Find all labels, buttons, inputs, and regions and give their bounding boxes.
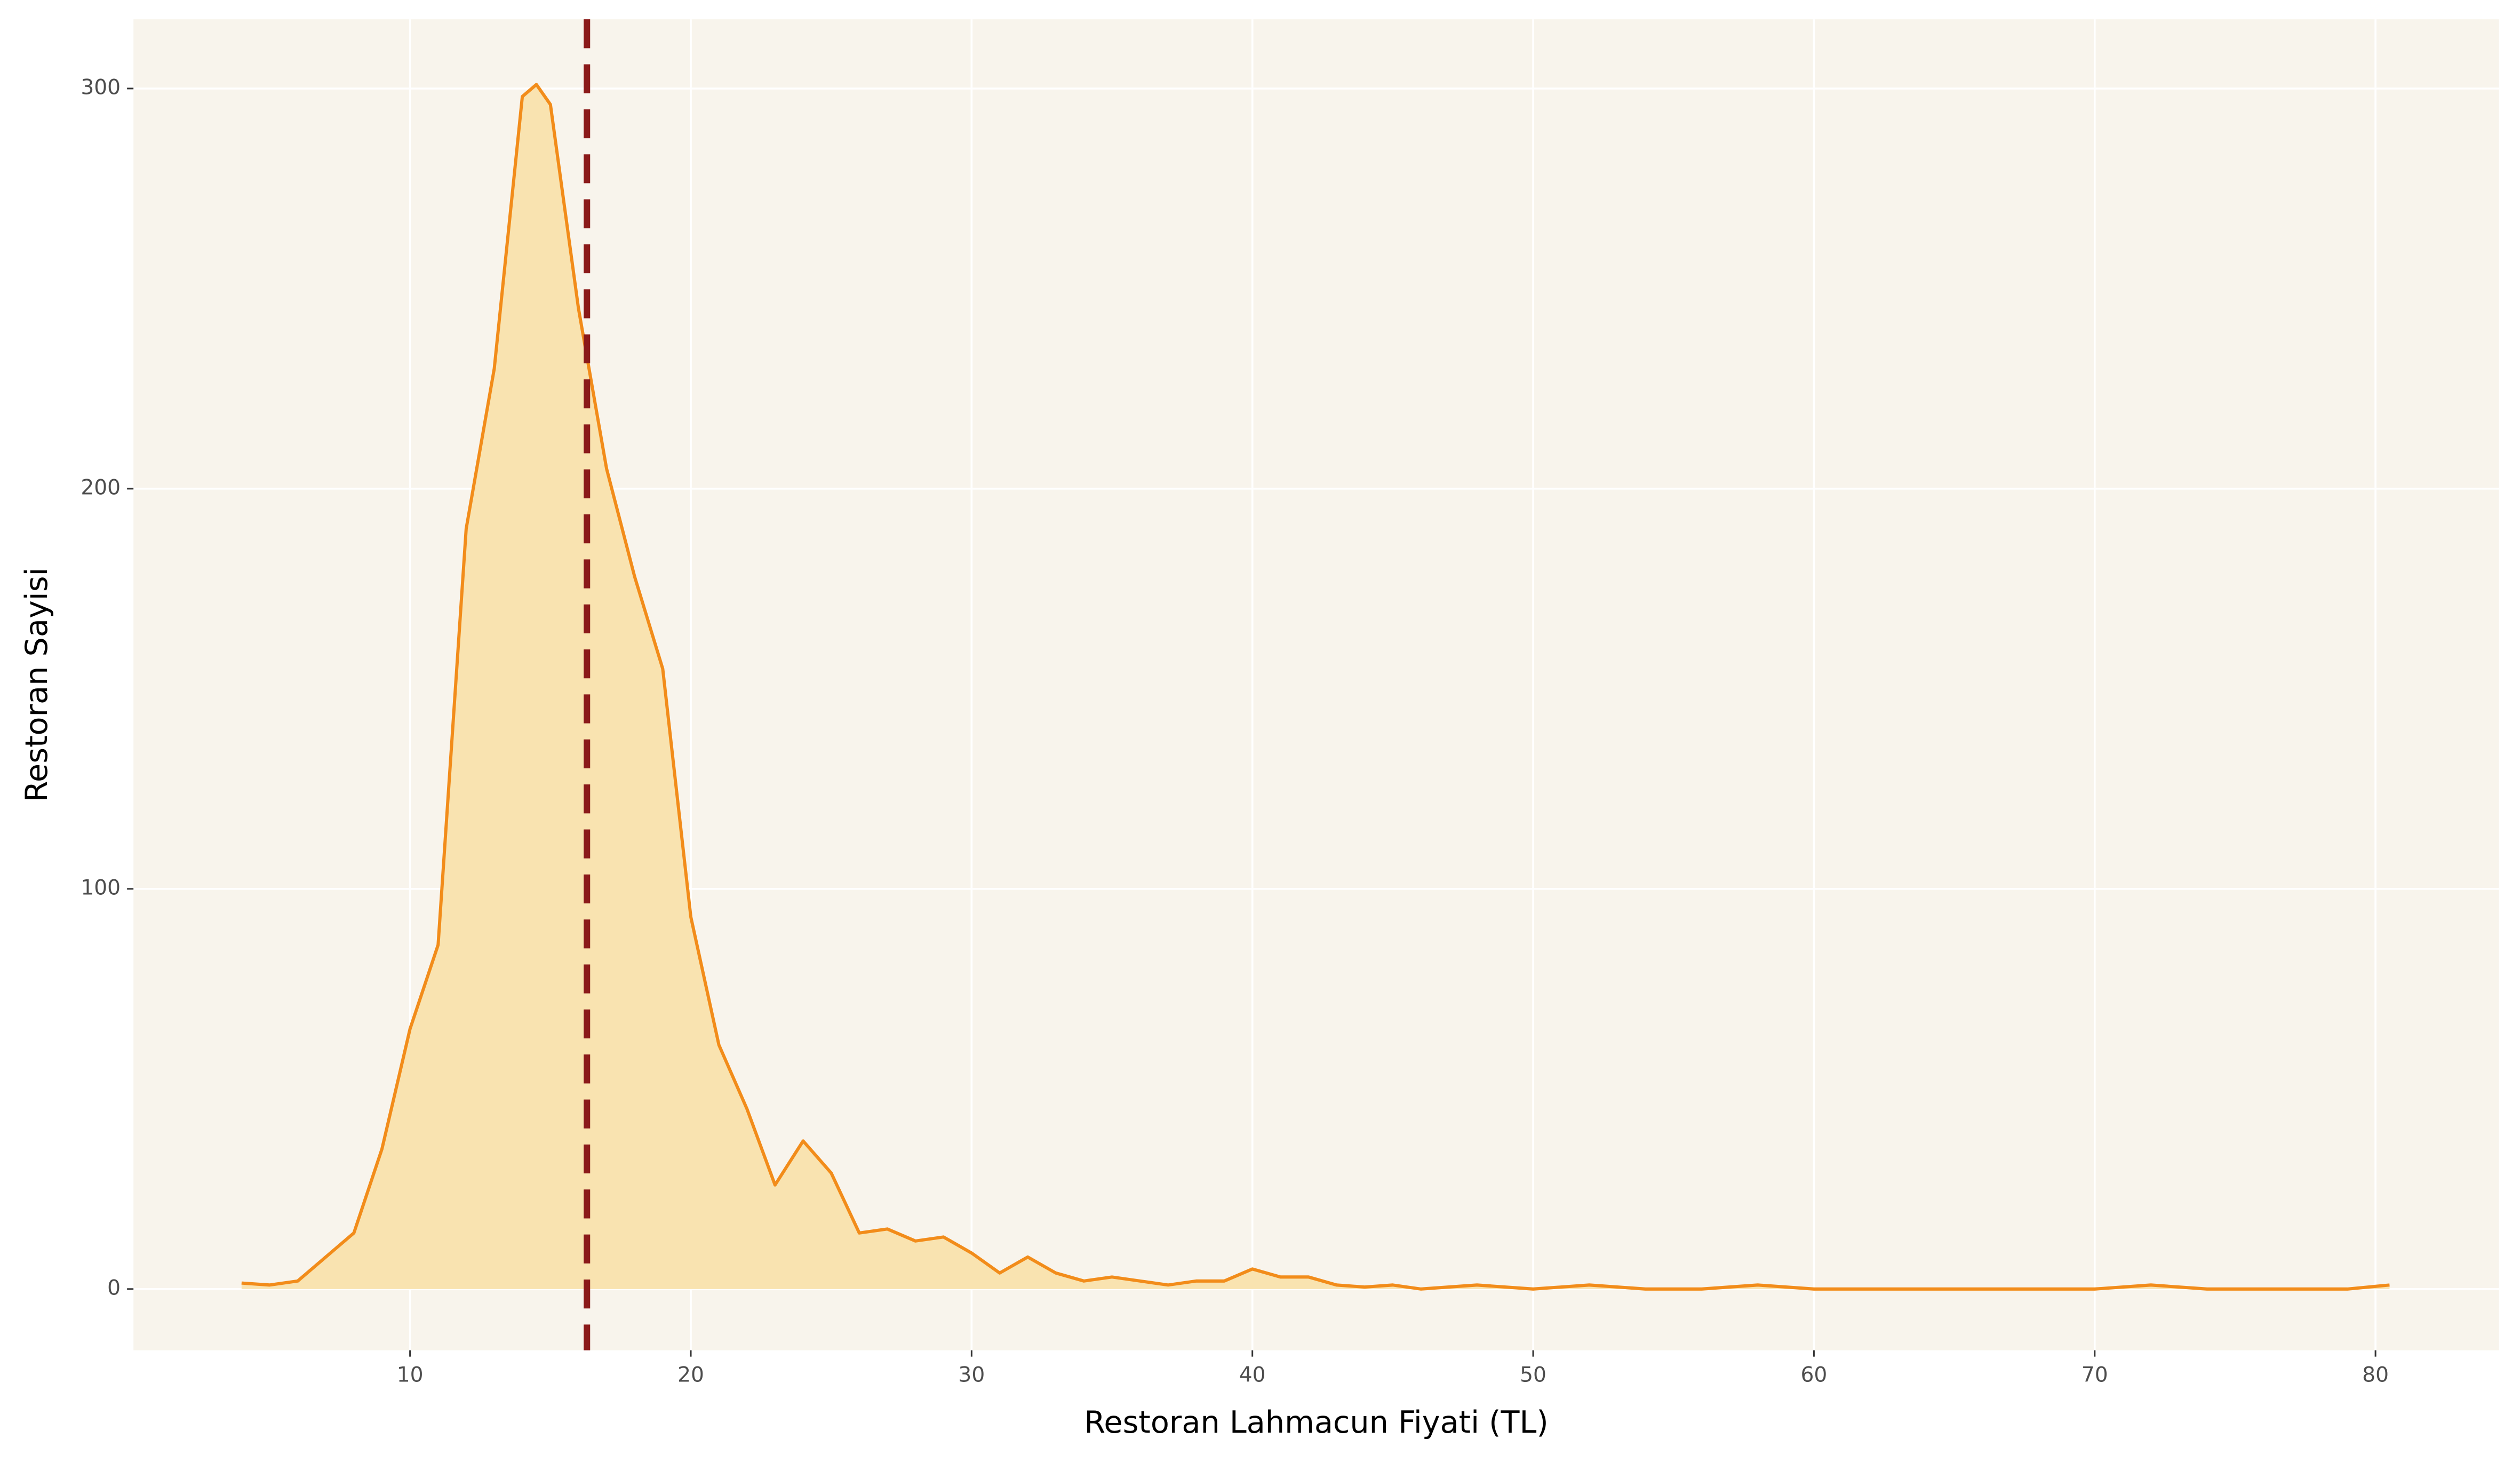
area-fill (241, 84, 2390, 1289)
density-line (241, 83, 2390, 1291)
y-tick-label: 100 (81, 876, 121, 900)
x-tick-label: 80 (2362, 1363, 2389, 1387)
y-axis-label: Restoran Sayisi (19, 568, 54, 802)
x-axis-label: Restoran Lahmacun Fiyati (TL) (1084, 1405, 1548, 1440)
x-tick-label: 40 (1239, 1363, 1266, 1387)
y-tick-label: 0 (107, 1276, 121, 1300)
x-tick-label: 60 (1800, 1363, 1827, 1387)
x-tick-label: 30 (958, 1363, 985, 1387)
x-tick-label: 10 (397, 1363, 424, 1387)
x-tick-label: 50 (1520, 1363, 1546, 1387)
y-tick-label: 200 (81, 475, 121, 499)
x-tick-label: 20 (677, 1363, 704, 1387)
x-tick-label: 70 (2082, 1363, 2108, 1387)
y-tick-label: 300 (81, 75, 121, 99)
plot (241, 19, 2390, 1350)
